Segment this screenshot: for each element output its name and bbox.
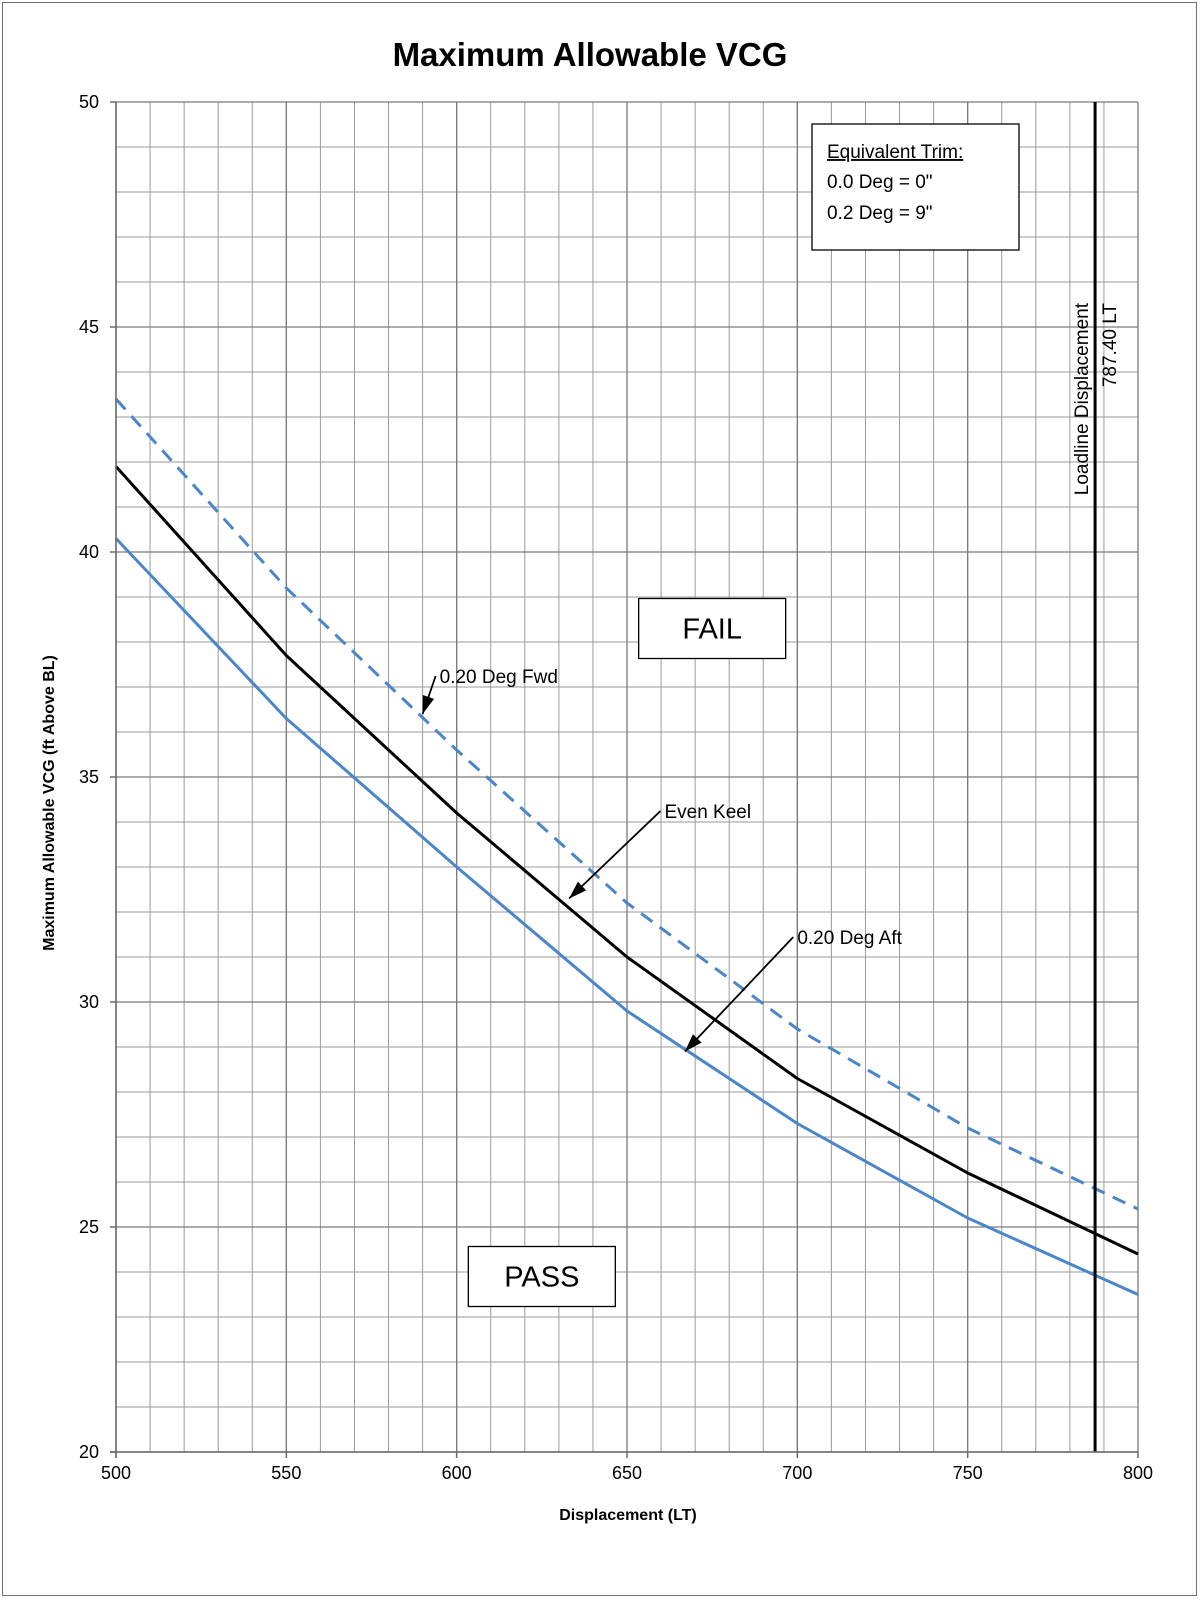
- y-tick-label: 30: [79, 992, 99, 1012]
- annotation-arrow-shaft-3: [684, 936, 794, 1053]
- y-tick-label: 45: [79, 317, 99, 337]
- x-tick-label: 550: [271, 1463, 301, 1483]
- x-tick-label: 500: [101, 1463, 131, 1483]
- annotation-arrow-shaft-2: [568, 810, 662, 900]
- trim-note-line-1: 0.0 Deg = 0": [827, 172, 933, 193]
- x-tick-label: 750: [953, 1463, 983, 1483]
- x-tick-label: 650: [612, 1463, 642, 1483]
- y-tick-label: 35: [79, 767, 99, 787]
- annotation-label-3: 0.20 Deg Aft: [797, 928, 902, 949]
- x-tick-label: 800: [1123, 1463, 1153, 1483]
- axis-layer: 500 550 600 650 700 750 800 20 25 30 35 40 45 50: [79, 92, 1153, 1483]
- annotation-arrowhead-2: [569, 881, 587, 899]
- y-tick-label: 50: [79, 92, 99, 112]
- chart-title: Maximum Allowable VCG: [393, 36, 788, 73]
- y-tick-label: 20: [79, 1442, 99, 1462]
- x-tick-label: 600: [442, 1463, 472, 1483]
- series-line-1: [114, 397, 1139, 1211]
- y-tick-label: 25: [79, 1217, 99, 1237]
- y-axis-label: Maximum Allowable VCG (ft Above BL): [41, 655, 58, 951]
- trim-note-line-2: 0.2 Deg = 9": [827, 203, 933, 224]
- x-axis-label: Displacement (LT): [559, 1507, 697, 1524]
- region-label-box-2: [467, 1245, 616, 1308]
- loadline-label: Loadline Displacement: [1072, 302, 1093, 495]
- annotation-label-2: Even Keel: [664, 802, 751, 823]
- grid-major: [115, 101, 1139, 1453]
- y-tick-label: 40: [79, 542, 99, 562]
- annotation-label-1: 0.20 Deg Fwd: [440, 667, 558, 688]
- region-label-fail: FAIL: [682, 614, 742, 646]
- series-line-2: [114, 465, 1139, 1256]
- region-label-pass: PASS: [504, 1262, 579, 1294]
- annotation-layer: Loadline Displacement 787.40 LT 0.20 Deg F…: [421, 123, 1121, 1308]
- region-label-box-1: [638, 597, 787, 660]
- series-line-3: [114, 537, 1139, 1296]
- trim-note-box: [811, 123, 1020, 251]
- trim-note-heading: Equivalent Trim:: [827, 142, 963, 163]
- loadline-value-label: 787.40 LT: [1100, 303, 1121, 388]
- series-layer: [114, 102, 1139, 1452]
- x-tick-label: 700: [782, 1463, 812, 1483]
- chart-svg: Maximum Allowable VCG 500 550 600 650 700 750…: [41, 36, 1153, 1524]
- annotation-arrowhead-1: [422, 695, 435, 714]
- annotation-arrowhead-3: [684, 1034, 702, 1052]
